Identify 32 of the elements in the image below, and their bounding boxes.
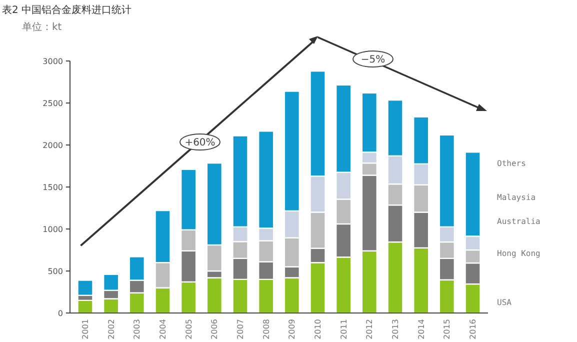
x-tick-label: 2008 (262, 319, 271, 340)
chart-subtitle: 单位：kt (22, 21, 62, 33)
x-tick-label: 2003 (132, 319, 142, 340)
y-tick-label: 1000 (42, 224, 63, 234)
y-tick-label: 0 (58, 308, 63, 318)
x-tick-label: 2004 (158, 319, 168, 340)
x-tick-label: 2007 (236, 319, 246, 340)
text: Hong Kong (497, 248, 541, 258)
y-tick-label: 1500 (42, 182, 63, 192)
text: Malaysia (497, 192, 536, 202)
x-tick-label: 2002 (106, 319, 116, 340)
chart-title: 表2 中国铝合金废料进口统计 (2, 4, 132, 16)
x-tick-label: 2011 (339, 319, 348, 340)
annotation: −5% (360, 54, 386, 66)
text: Others (497, 158, 526, 168)
x-tick-label: 2016 (468, 319, 478, 340)
y-tick-label: 500 (48, 266, 63, 276)
text: USA (497, 298, 512, 307)
x-tick-label: 2010 (314, 319, 323, 340)
x-tick-label: 2015 (442, 319, 452, 340)
x-tick-label: 2005 (184, 319, 194, 340)
y-tick-label: 2500 (42, 98, 63, 108)
x-tick-label: 2006 (210, 319, 220, 340)
y-tick-label: 3000 (42, 56, 63, 66)
x-tick-label: 2009 (288, 319, 297, 340)
annotation: +60% (184, 138, 216, 148)
y-tick-label: 2000 (42, 140, 63, 150)
text: Australia (497, 216, 541, 226)
x-tick-label: 2014 (416, 319, 426, 340)
x-tick-label: 2013 (391, 319, 400, 340)
x-tick-label: 2001 (81, 319, 90, 340)
x-tick-label: 2012 (365, 319, 374, 340)
